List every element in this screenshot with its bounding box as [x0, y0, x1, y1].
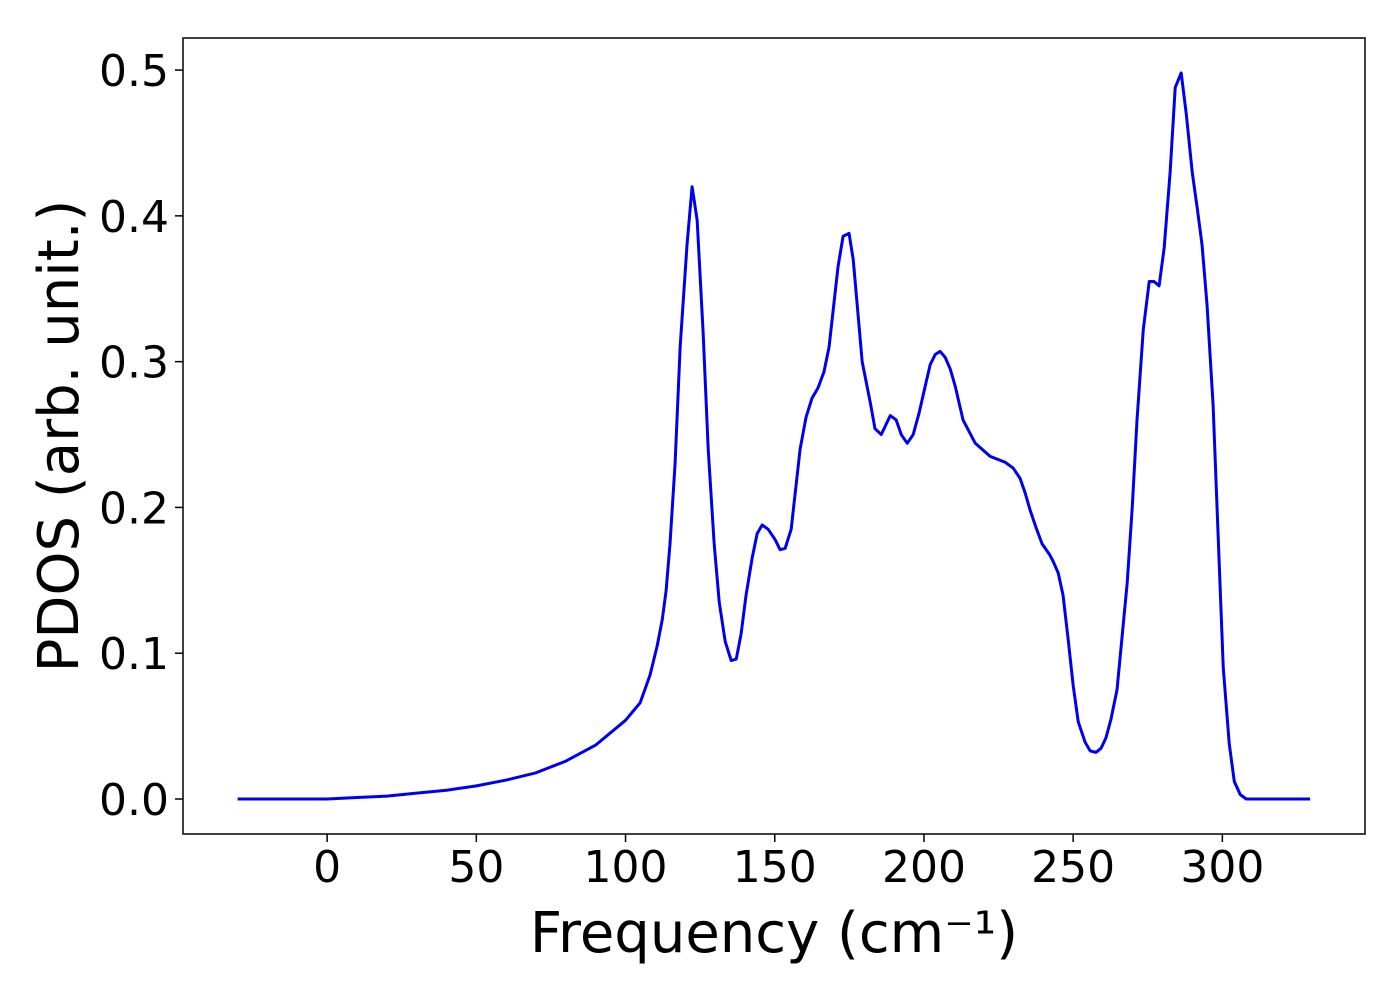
pdos-line: [237, 71, 1311, 801]
x-tick-label: 200: [882, 842, 966, 893]
plot-frame: [182, 37, 1366, 835]
x-tick-label: 300: [1180, 842, 1264, 893]
y-tick-label: 0.5: [99, 46, 169, 97]
x-axis-label: Frequency (cm⁻¹): [530, 901, 1018, 966]
x-tick-label: 150: [733, 842, 817, 893]
y-tick-label: 0.4: [99, 192, 169, 243]
y-tick-label: 0.0: [99, 775, 169, 826]
y-tick-label: 0.3: [99, 338, 169, 389]
x-tick-label: 100: [584, 842, 668, 893]
x-tick-label: 250: [1031, 842, 1115, 893]
y-axis-label: PDOS (arb. unit.): [27, 200, 92, 673]
x-tick-label: 0: [313, 842, 341, 893]
x-tick-label: 50: [448, 842, 504, 893]
y-tick-label: 0.2: [99, 483, 169, 534]
y-tick-label: 0.1: [99, 629, 169, 680]
